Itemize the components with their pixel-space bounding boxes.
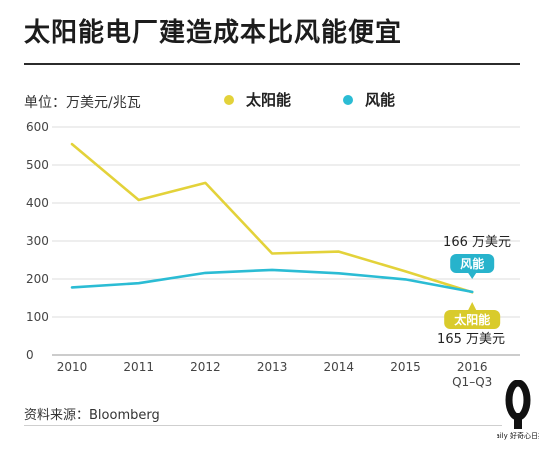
solar-badge-pointer — [468, 302, 477, 310]
unit-label: 单位：万美元/兆瓦 — [24, 95, 141, 111]
x-tick-sublabel: Q1–Q3 — [452, 375, 492, 389]
legend-wind-swatch — [343, 94, 353, 105]
solar-value-label: 165 万美元 — [437, 332, 505, 347]
x-tick-label-2010: 2010 — [57, 360, 88, 374]
daily-q-logo: daily 好奇心日报 — [497, 380, 539, 440]
x-tick-label-2014: 2014 — [324, 360, 355, 374]
series-line-solar — [70, 142, 474, 294]
y-axis: 0 100 200 300 400 500 600 — [26, 120, 49, 362]
logo-text: daily 好奇心日报 — [497, 431, 539, 440]
solar-badge — [444, 310, 501, 329]
y-tick-label-400: 400 — [26, 196, 49, 210]
x-tick-label-2013: 2013 — [257, 360, 288, 374]
y-tick-label-300: 300 — [26, 234, 49, 248]
x-tick-label-2011: 2011 — [123, 360, 154, 374]
legend-solar: 太阳能 — [224, 89, 291, 110]
y-tick-label-600: 600 — [26, 120, 49, 134]
legend-solar-label: 太阳能 — [246, 91, 292, 109]
source-divider — [24, 425, 502, 426]
grid-lines — [52, 126, 520, 356]
wind-badge — [450, 254, 495, 273]
legend-wind: 风能 — [343, 89, 395, 110]
legend-solar-swatch — [224, 94, 234, 105]
x-tick-label-2015: 2015 — [390, 360, 421, 374]
legend-wind-label: 风能 — [365, 91, 396, 109]
y-tick-label-0: 0 — [26, 348, 34, 362]
wind-value-label: 166 万美元 — [443, 235, 511, 250]
x-tick-label-2012: 2012 — [190, 360, 221, 374]
series-line-wind — [70, 268, 474, 294]
y-tick-label-100: 100 — [26, 310, 49, 324]
y-tick-label-200: 200 — [26, 272, 49, 286]
wind-badge-pointer — [468, 273, 477, 279]
solar-badge-label: 太阳能 — [454, 312, 490, 327]
y-tick-label-500: 500 — [26, 158, 49, 172]
title-divider — [24, 63, 520, 65]
chart-title: 太阳能电厂建造成本比风能便宜 — [24, 18, 403, 48]
line-chart: 0 100 200 300 400 500 600 2010 2011 2012 2013 2014… — [26, 120, 520, 389]
x-tick-label-2016: 2016 — [457, 360, 488, 374]
source-note: 资料来源：Bloomberg — [24, 408, 160, 423]
wind-badge-label: 风能 — [460, 256, 484, 271]
series-lines — [70, 142, 474, 294]
